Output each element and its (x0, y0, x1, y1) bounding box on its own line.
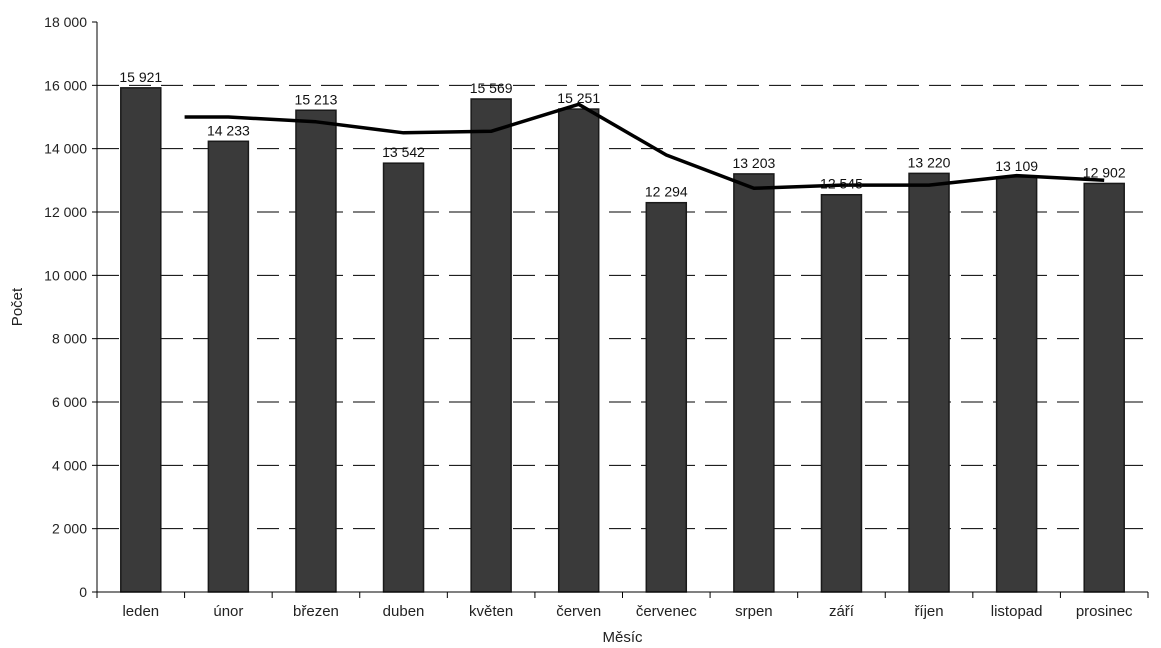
y-tick-label: 4 000 (52, 457, 87, 473)
bar-value-label: 12 545 (820, 176, 863, 192)
bar (995, 176, 1038, 593)
y-tick-label: 10 000 (44, 267, 87, 283)
bar (908, 172, 950, 593)
bar (820, 193, 863, 593)
x-tick-label: duben (383, 603, 425, 620)
x-tick-label: prosinec (1076, 603, 1133, 620)
bar (295, 109, 337, 593)
trend-line-series (184, 102, 1105, 191)
x-tick-label: leden (122, 603, 159, 620)
y-tick-label: 16 000 (44, 77, 87, 93)
y-tick-label: 18 000 (44, 14, 87, 30)
x-tick-label: březen (293, 603, 339, 620)
axes (96, 22, 1148, 593)
bar-value-label: 12 294 (645, 184, 688, 200)
x-tick-label: květen (469, 603, 513, 620)
bar-value-label: 13 109 (995, 158, 1038, 174)
y-axis-title: Počet (9, 287, 26, 326)
x-axis-title: Měsíc (602, 629, 643, 646)
bars (120, 87, 1125, 593)
bar (733, 173, 775, 593)
bar (207, 140, 250, 593)
x-tick-label: únor (213, 603, 243, 620)
gridlines (97, 84, 1148, 530)
bar (645, 201, 688, 593)
x-tick-label: červenec (636, 603, 697, 620)
y-tick-label: 6 000 (52, 394, 87, 410)
x-tick-label: říjen (914, 603, 943, 620)
bar-value-label: 15 569 (470, 80, 513, 96)
bar-value-label: 15 921 (119, 69, 162, 85)
bar-value-label: 14 233 (207, 122, 250, 138)
x-tick-label: září (829, 603, 855, 620)
bar-value-label: 12 902 (1083, 164, 1126, 180)
bar-value-label: 15 251 (557, 90, 600, 106)
bar (470, 98, 512, 593)
y-tick-label: 2 000 (52, 521, 87, 537)
data-labels: 15 921 14 233 15 213 13 542 15 569 15 251 12 2… (119, 69, 1125, 200)
y-tick-label: 0 (79, 584, 87, 600)
trend-line (184, 102, 1105, 191)
bar (1083, 182, 1125, 593)
x-tick-label: červen (556, 603, 601, 620)
y-tick-label: 12 000 (44, 204, 87, 220)
bar-value-label: 13 203 (732, 155, 775, 171)
bar (382, 162, 425, 593)
bar-value-label: 13 220 (908, 154, 951, 170)
y-tick-label: 14 000 (44, 141, 87, 157)
bar (120, 87, 162, 593)
tick-labels: 0 2 000 4 000 6 000 8 000 10 000 12 000 14 000 1… (44, 14, 1149, 620)
bar (557, 108, 600, 593)
x-tick-label: listopad (991, 603, 1043, 620)
y-tick-label: 8 000 (52, 331, 87, 347)
bar-value-label: 13 542 (382, 144, 425, 160)
x-tick-label: srpen (735, 603, 773, 620)
bar-value-label: 15 213 (295, 91, 338, 107)
